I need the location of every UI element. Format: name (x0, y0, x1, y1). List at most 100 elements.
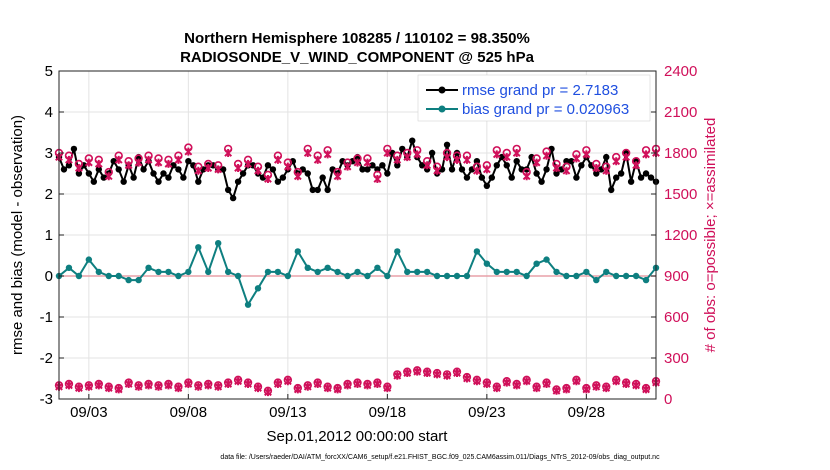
obs-assimilated-point (124, 379, 133, 388)
data-point (60, 166, 68, 173)
obs-assimilated-point (144, 381, 153, 390)
obs-assimilated-point (572, 377, 581, 386)
obs-assimilated-point (283, 162, 292, 171)
data-point (443, 272, 451, 280)
legend-entry-bias: bias grand pr = 0.020963 (462, 101, 629, 118)
obs-assimilated-point (94, 381, 103, 390)
obs-assimilated-point (353, 379, 362, 388)
obs-assimilated-point (482, 379, 491, 388)
obs-assimilated-point (602, 384, 611, 393)
obs-assimilated-point (542, 151, 551, 160)
y2-tick-label: 0 (664, 391, 672, 408)
data-point (304, 264, 311, 271)
data-point (498, 153, 505, 161)
obs-assimilated-point (343, 162, 352, 171)
data-point (324, 186, 331, 194)
obs-assimilated-point (154, 158, 163, 167)
series-1 (55, 240, 660, 308)
data-point (404, 268, 411, 276)
obs-assimilated-point (472, 377, 481, 386)
obs-assimilated-point (104, 384, 113, 393)
data-point (229, 194, 237, 202)
obs-assimilated-point (423, 161, 432, 170)
obs-assimilated-point (403, 153, 412, 162)
obs-assimilated-point (134, 382, 143, 391)
y2-tick-label: 300 (664, 350, 689, 367)
data-point (637, 174, 645, 181)
data-point (523, 272, 530, 280)
data-point (205, 268, 212, 276)
y-tick-label: 4 (45, 104, 53, 121)
obs-assimilated-point (303, 382, 312, 391)
data-point (264, 162, 272, 169)
obs-assimilated-point (254, 166, 262, 175)
data-point (418, 162, 426, 169)
data-point (503, 162, 510, 169)
data-point (244, 301, 252, 308)
data-point (613, 174, 620, 181)
data-point (309, 186, 316, 194)
obs-assimilated-point (264, 174, 272, 183)
data-point (334, 268, 341, 276)
obs-assimilated-point (532, 384, 541, 393)
obs-assimilated-point (194, 166, 203, 175)
obs-assimilated-point (224, 379, 233, 388)
chart-title: Northern Hemisphere 108285 / 110102 = 98… (184, 30, 530, 47)
data-point (150, 170, 157, 177)
obs-assimilated-point (443, 153, 451, 162)
obs-assimilated-point (562, 166, 571, 175)
data-point (593, 170, 600, 177)
obs-assimilated-point (164, 159, 173, 168)
legend-marker-rmse (438, 86, 446, 94)
obs-assimilated-point (273, 155, 282, 164)
data-point (234, 178, 242, 185)
data-point (553, 170, 560, 177)
y2-axis-label: # of obs: o=possible; ×=assimilated (702, 118, 719, 353)
data-point (155, 268, 162, 276)
obs-assimilated-point (502, 378, 511, 387)
obs-assimilated-point (403, 369, 412, 378)
data-point (627, 178, 635, 185)
data-point (90, 178, 98, 185)
data-point (458, 166, 466, 173)
data-point (160, 170, 167, 177)
obs-assimilated-point (453, 369, 461, 378)
data-point (120, 178, 127, 185)
data-point (483, 182, 491, 189)
data-point (239, 170, 247, 177)
data-point (145, 264, 152, 271)
y-tick-label: -2 (40, 350, 53, 367)
data-point (583, 268, 590, 276)
obs-assimilated-point (194, 382, 203, 391)
obs-assimilated-point (373, 379, 382, 388)
data-point (399, 145, 406, 153)
data-point (603, 153, 610, 161)
obs-assimilated-point (363, 381, 372, 390)
data-point (508, 174, 515, 181)
data-point (274, 268, 282, 276)
data-point (354, 268, 361, 276)
data-point (513, 158, 520, 165)
series-layer (54, 137, 661, 397)
obs-assimilated-point (423, 369, 432, 378)
data-point (324, 264, 331, 271)
data-point (463, 272, 471, 280)
y2-tick-label: 1500 (664, 186, 697, 203)
data-point (578, 162, 585, 169)
data-point (483, 260, 491, 267)
y2-tick-label: 1800 (664, 145, 697, 162)
data-point (215, 240, 222, 247)
obs-assimilated-point (482, 165, 491, 174)
obs-assimilated-point (582, 385, 591, 394)
y2-tick-label: 1200 (664, 227, 697, 244)
data-point (364, 272, 371, 280)
y-tick-label: 0 (45, 268, 53, 285)
x-tick-label: 09/08 (170, 404, 208, 421)
obs-assimilated-point (443, 371, 451, 380)
obs-assimilated-point (234, 377, 243, 386)
obs-assimilated-point (313, 379, 322, 388)
data-point (115, 272, 122, 280)
series-3 (55, 147, 660, 183)
data-point (65, 162, 73, 169)
y2-tick-label: 900 (664, 268, 689, 285)
